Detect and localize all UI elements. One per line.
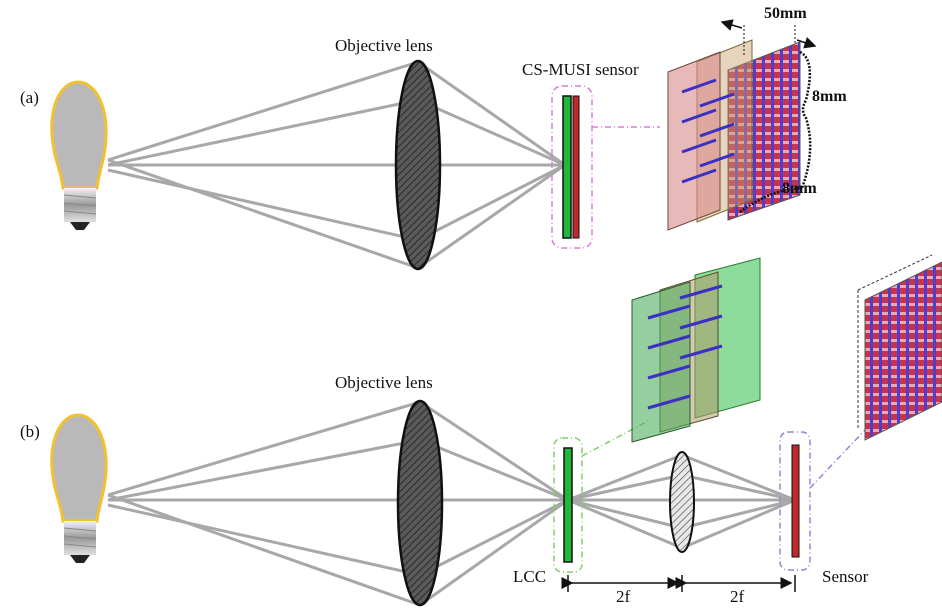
panel-b-rays [107, 400, 796, 607]
panel-b-lcc-element [553, 419, 651, 573]
panel-a-sensor-element [551, 85, 660, 249]
panel-b-objective-lens-label: Objective lens [335, 373, 433, 392]
gap-2f-label-2: 2f [730, 587, 745, 606]
panel-b-label: (b) [20, 422, 40, 441]
dimension-width-label: 8mm [782, 180, 817, 197]
lcc-label: LCC [513, 567, 547, 586]
dimension-height-label: 8mm [812, 88, 847, 105]
panel-a-objective-lens-label: Objective lens [335, 36, 433, 55]
dimension-thickness-label: 50mm [764, 5, 807, 22]
panel-a-rays [107, 60, 566, 270]
panel-a-sensor-label: CS-MUSI sensor [522, 60, 639, 79]
panel-b-sensor-3d [857, 254, 942, 441]
gap-2f-label-1: 2f [616, 587, 631, 606]
panel-a-bulb [50, 80, 108, 230]
sensor-label: Sensor [822, 567, 869, 586]
panel-b-lcc-3d [631, 257, 761, 443]
panel-a-label: (a) [20, 88, 39, 107]
panel-a-sensor-3d [667, 19, 817, 231]
panel-b-dimension-arrows [561, 575, 796, 592]
panel-b-objective-lens [396, 399, 444, 607]
panel-a-objective-lens [394, 59, 442, 271]
panel-b-bulb [50, 413, 108, 563]
panel-b-sensor-element [779, 429, 866, 571]
panel-b-relay-lens [669, 451, 695, 553]
